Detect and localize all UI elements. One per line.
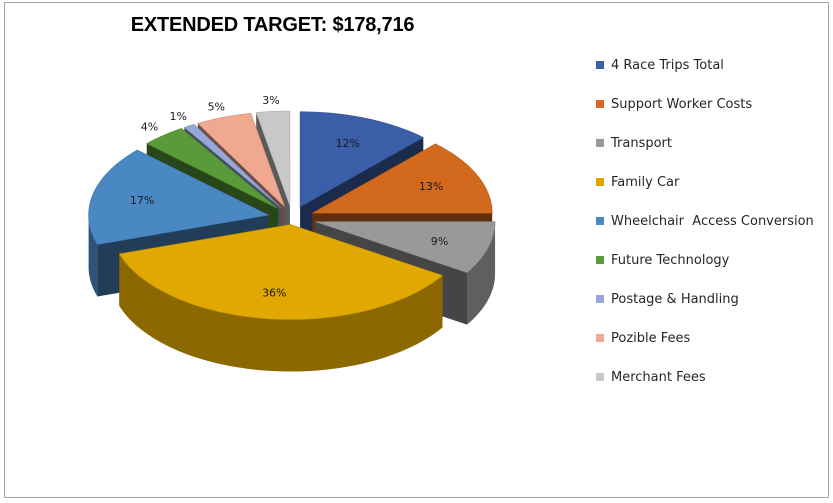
legend-swatch [596,217,604,225]
pie-slice-4 [118,224,444,372]
legend-item-9: Merchant Fees [596,368,826,407]
legend-label: Merchant Fees [611,370,706,385]
data-label-9: 3% [262,94,279,107]
legend-item-2: Support Worker Costs [596,95,826,134]
legend-item-5: Wheelchair Access Conversion [596,212,826,251]
legend-item-7: Postage & Handling [596,290,826,329]
data-label-4: 36% [262,286,286,299]
legend-swatch [596,295,604,303]
legend-item-1: 4 Race Trips Total [596,56,826,95]
chart-title: EXTENDED TARGET: $178,716 [130,14,415,36]
legend-swatch [596,139,604,147]
legend-label: Family Car [611,175,680,190]
legend-item-6: Future Technology [596,251,826,290]
data-label-5: 17% [130,194,154,207]
legend-swatch [596,334,604,342]
legend-swatch [596,256,604,264]
legend-label: Postage & Handling [611,292,739,307]
legend-label: Wheelchair Access Conversion [611,214,814,229]
data-label-6: 4% [141,121,158,134]
legend-item-4: Family Car [596,173,826,212]
legend-item-8: Pozible Fees [596,329,826,368]
legend: 4 Race Trips Total Support Worker Costs Tr… [596,56,826,407]
data-label-3: 9% [431,235,448,248]
legend-label: Pozible Fees [611,331,691,346]
legend-item-3: Transport [596,134,826,173]
legend-label: Transport [611,136,673,151]
legend-swatch [596,178,604,186]
legend-label: 4 Race Trips Total [611,58,724,73]
legend-label: Future Technology [611,253,730,268]
data-label-1: 12% [336,137,360,150]
data-label-8: 5% [208,101,225,114]
legend-swatch [596,373,604,381]
data-label-2: 13% [419,180,443,193]
legend-label: Support Worker Costs [611,97,753,112]
legend-swatch [596,61,604,69]
legend-swatch [596,100,604,108]
data-label-7: 1% [169,110,186,123]
